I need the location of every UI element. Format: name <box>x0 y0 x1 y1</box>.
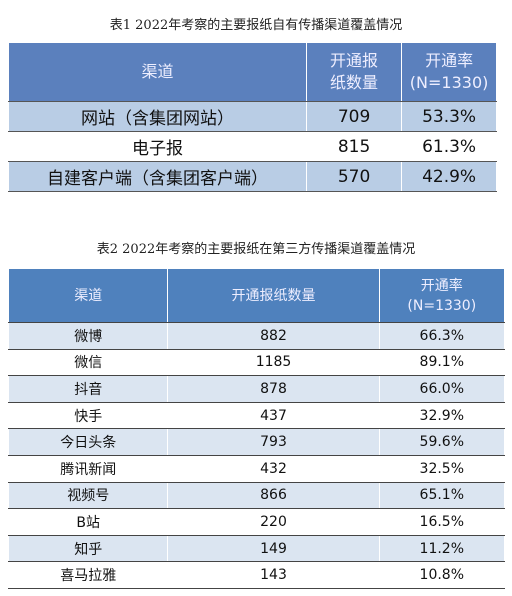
table-row: B站 220 16.5% <box>7 508 506 536</box>
table-cell: 437 <box>167 401 380 430</box>
table-cell: 微信 <box>7 348 169 377</box>
header-text: (N=1330) <box>407 297 477 314</box>
table: 渠道 开通报纸数量 开通率 (N=1330) 微博 882 66.3% 微信 1185 89.1%… <box>7 268 506 589</box>
table-row: 微博 882 66.3% <box>7 322 506 350</box>
header-cell: 开通率 (N=1330) <box>378 268 506 323</box>
table-cell: 今日头条 <box>7 428 169 456</box>
table: 渠道 开通报 纸数量 开通率 (N=1330) 网站（含集团网站） 709 53.3% 电子报 8… <box>8 42 497 192</box>
table-cell: 32.9% <box>378 401 506 430</box>
table-cell: 腾讯新闻 <box>7 454 169 483</box>
table-cell: 66.0% <box>378 375 506 403</box>
header-cell: 开通报纸数量 <box>167 268 380 323</box>
table-cell: 866 <box>167 481 380 510</box>
table-body: 网站（含集团网站） 709 53.3% 电子报 815 61.3% 自建客户端（含集团客户端… <box>8 101 497 192</box>
table-cell: 149 <box>167 534 380 563</box>
table-header: 渠道 开通报纸数量 开通率 (N=1330) <box>8 42 497 102</box>
table-cell: 电子报 <box>8 131 307 162</box>
header-cell: 渠道 <box>7 268 169 323</box>
table-cell: 微博 <box>7 322 169 350</box>
table-row: 自建客户端（含集团客户端） 570 42.9% <box>8 161 497 192</box>
table-cell: 快手 <box>7 401 169 430</box>
table-cell: 视频号 <box>7 481 169 510</box>
table-cell: 喜马拉雅 <box>7 561 169 589</box>
header-row: 渠道 开通报纸数量 开通率 (N=1330) <box>7 268 506 323</box>
table-cell: 709 <box>305 101 403 132</box>
table-cell: 抖音 <box>7 375 169 403</box>
table-body: 微博 882 66.3% 微信 1185 89.1% 抖音 878 66.0% 快手 437 32.9… <box>7 322 506 589</box>
table-cell: 10.8% <box>378 561 506 589</box>
table-header: 渠道 开通报纸数量 开通率 (N=1330) <box>7 268 506 323</box>
table-title: 表1 2022年考察的主要报纸自有传播渠道覆盖情况 <box>109 18 403 33</box>
table-cell: 220 <box>167 508 380 536</box>
header-text: (N=1330) <box>409 73 489 92</box>
header-row: 渠道 开通报纸数量 开通率 (N=1330) <box>8 42 497 102</box>
table-row: 腾讯新闻 432 32.5% <box>7 454 506 483</box>
table-row: 抖音 878 66.0% <box>7 375 506 403</box>
table-cell: 16.5% <box>378 508 506 536</box>
table-cell: 自建客户端（含集团客户端） <box>8 161 307 192</box>
header-cell: 开通率 (N=1330) <box>401 42 497 102</box>
header-text: 纸数量 <box>330 73 379 92</box>
header-cell: 开通报纸数量 <box>305 42 403 102</box>
table-title: 表2 2022年考察的主要报纸在第三方传播渠道覆盖情况 <box>96 242 416 257</box>
table-cell: 1185 <box>167 348 380 377</box>
table-cell: 66.3% <box>378 322 506 350</box>
table-cell: 570 <box>305 161 403 192</box>
table-cell: 53.3% <box>401 101 497 132</box>
table-cell: 432 <box>167 454 380 483</box>
header-text: 开通率 <box>420 277 463 294</box>
header-text: 开通报纸数量 <box>231 287 316 304</box>
table-cell: B站 <box>7 508 169 536</box>
table-cell: 878 <box>167 375 380 403</box>
table-row: 微信 1185 89.1% <box>7 348 506 377</box>
table-cell: 59.6% <box>378 428 506 456</box>
table-cell: 143 <box>167 561 380 589</box>
table-cell: 42.9% <box>401 161 497 192</box>
table-cell: 65.1% <box>378 481 506 510</box>
table-cell: 882 <box>167 322 380 350</box>
header-text: 渠道 <box>141 62 174 81</box>
table-row: 知乎 149 11.2% <box>7 534 506 563</box>
header-text: 开通报 <box>330 51 379 70</box>
table-row: 今日头条 793 59.6% <box>7 428 506 456</box>
table-cell: 815 <box>305 131 403 162</box>
header-text: 开通率 <box>425 51 474 70</box>
table-row: 喜马拉雅 143 10.8% <box>7 561 506 589</box>
table-cell: 32.5% <box>378 454 506 483</box>
table-cell: 89.1% <box>378 348 506 377</box>
table-row: 视频号 866 65.1% <box>7 481 506 510</box>
table-cell: 61.3% <box>401 131 497 162</box>
table-cell: 网站（含集团网站） <box>8 101 307 132</box>
table-row: 网站（含集团网站） 709 53.3% <box>8 101 497 132</box>
table-row: 电子报 815 61.3% <box>8 131 497 162</box>
header-text: 渠道 <box>74 287 103 304</box>
header-cell: 渠道 <box>8 42 307 102</box>
table-row: 快手 437 32.9% <box>7 401 506 430</box>
table-cell: 知乎 <box>7 534 169 563</box>
table-cell: 11.2% <box>378 534 506 563</box>
table-cell: 793 <box>167 428 380 456</box>
